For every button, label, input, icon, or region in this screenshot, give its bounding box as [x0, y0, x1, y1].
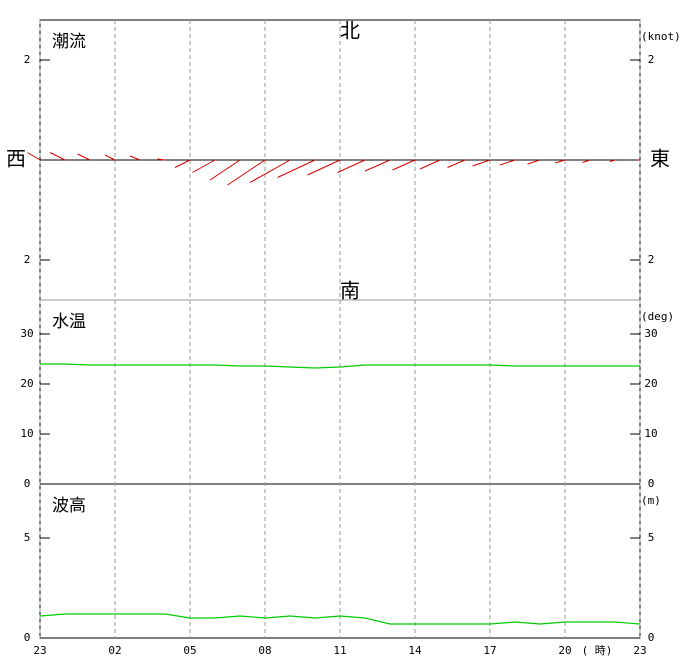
current-vector	[554, 159, 566, 164]
unit-label: (m)	[641, 494, 661, 507]
unit-label: (knot)	[641, 30, 680, 43]
y-tick-label: 0	[24, 477, 31, 490]
y-tick-label-right: 5	[648, 531, 655, 544]
current-vector	[364, 159, 391, 172]
y-tick-label: 2	[24, 53, 31, 66]
data-line	[39, 613, 641, 625]
west-label: 西	[6, 147, 26, 171]
current-vector	[582, 159, 591, 163]
current-vector	[472, 159, 491, 167]
current-vector	[447, 159, 466, 168]
y-tick-label: 5	[24, 531, 31, 544]
x-axis-label: ( 時)	[582, 644, 613, 657]
current-vector	[157, 158, 166, 161]
east-label: 東	[650, 147, 670, 171]
x-tick-label: 08	[258, 644, 271, 657]
current-vector	[27, 152, 41, 161]
y-tick-label-right: 0	[648, 631, 655, 644]
south-label: 南	[340, 279, 360, 303]
x-tick-label: 02	[108, 644, 121, 657]
x-tick-label: 17	[483, 644, 496, 657]
y-tick-label: 10	[20, 427, 33, 440]
panel-title: 潮流	[52, 32, 86, 52]
data-line	[40, 363, 640, 369]
y-tick-label-right: 2	[648, 253, 655, 266]
current-vector	[499, 159, 516, 166]
current-vector	[174, 159, 191, 168]
y-tick-label-right: 2	[648, 53, 655, 66]
current-vector	[277, 159, 316, 178]
y-tick-label: 0	[24, 631, 31, 644]
current-vector	[104, 154, 116, 161]
current-vector	[419, 159, 441, 170]
unit-label: (deg)	[641, 310, 674, 323]
current-vector	[307, 159, 341, 176]
x-tick-label: 23	[33, 644, 46, 657]
current-vector	[192, 159, 216, 173]
y-tick-label-right: 0	[648, 477, 655, 490]
current-vector	[227, 159, 266, 186]
y-tick-label-right: 20	[644, 377, 657, 390]
current-vector	[77, 153, 91, 161]
x-tick-label: 23	[633, 644, 646, 657]
x-tick-label: 14	[408, 644, 422, 657]
current-vector	[609, 159, 616, 162]
y-tick-label: 20	[20, 377, 33, 390]
x-tick-label: 20	[558, 644, 571, 657]
current-vector	[209, 159, 241, 181]
y-tick-label: 30	[20, 327, 33, 340]
current-vector	[129, 155, 141, 161]
x-tick-label: 05	[183, 644, 196, 657]
y-tick-label-right: 10	[644, 427, 657, 440]
current-vector	[337, 159, 366, 173]
panel-title: 水温	[52, 312, 86, 332]
current-vector	[527, 159, 541, 165]
y-tick-label-right: 30	[644, 327, 657, 340]
x-tick-label: 11	[333, 644, 346, 657]
current-vector	[49, 152, 66, 161]
y-tick-label: 2	[24, 253, 31, 266]
north-label: 北	[340, 19, 360, 43]
panel-title: 波高	[52, 496, 86, 516]
current-vector	[392, 159, 416, 171]
current-vector	[249, 159, 291, 183]
